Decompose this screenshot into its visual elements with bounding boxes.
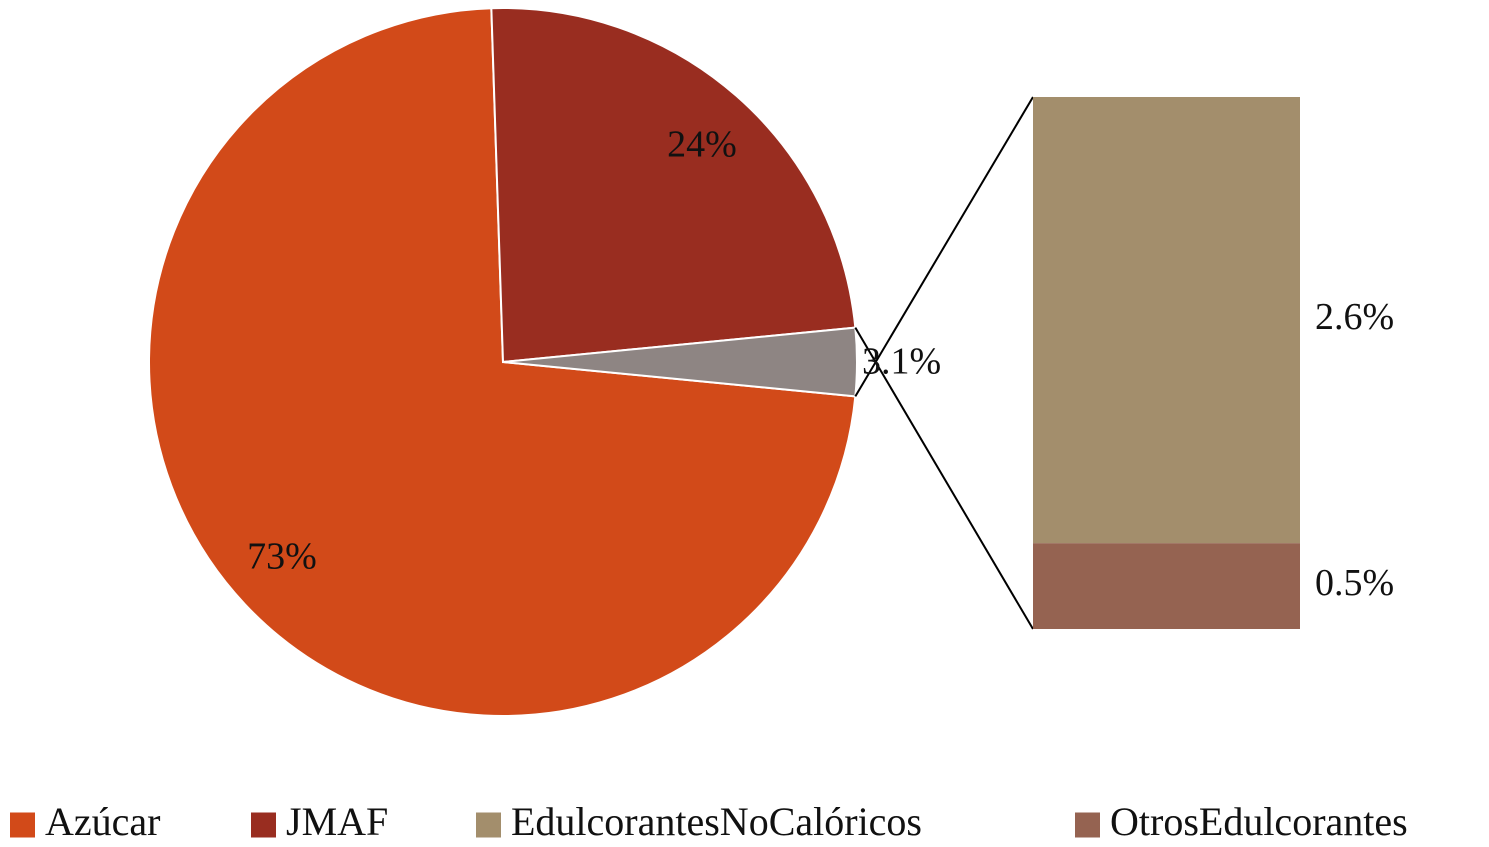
legend: Azúcar JMAF EdulcorantesNoCalóricos OtrosEd… (10, 799, 1408, 844)
data-label-edulcorantesnocaloricos: 2.6% (1315, 296, 1394, 338)
legend-swatch-jmaf (251, 813, 276, 838)
legend-swatch-azucar (10, 813, 35, 838)
legend-swatch-edulcorantesnocaloricos (476, 813, 501, 838)
breakout-bar (1033, 97, 1300, 629)
bar-segment-otrosedulcorantes (1033, 543, 1300, 629)
data-label-jmaf: 24% (667, 124, 737, 166)
legend-label-otrosedulcorantes: OtrosEdulcorantes (1110, 799, 1408, 844)
legend-swatch-otrosedulcorantes (1075, 813, 1100, 838)
pie (149, 8, 857, 716)
legend-label-azucar: Azúcar (45, 799, 160, 844)
data-label-otros: 3.1% (862, 341, 941, 383)
legend-label-edulcorantesnocaloricos: EdulcorantesNoCalóricos (511, 799, 922, 844)
data-label-azucar: 73% (247, 536, 317, 578)
legend-label-jmaf: JMAF (286, 799, 388, 844)
pie-slice-jmaf (491, 8, 855, 362)
data-label-otrosedulcorantes: 0.5% (1315, 562, 1394, 604)
bar-segment-edulcorantesnocaloricos (1033, 97, 1300, 543)
